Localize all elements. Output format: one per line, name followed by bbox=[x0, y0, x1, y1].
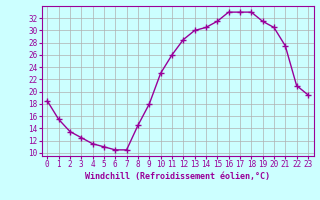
X-axis label: Windchill (Refroidissement éolien,°C): Windchill (Refroidissement éolien,°C) bbox=[85, 172, 270, 181]
